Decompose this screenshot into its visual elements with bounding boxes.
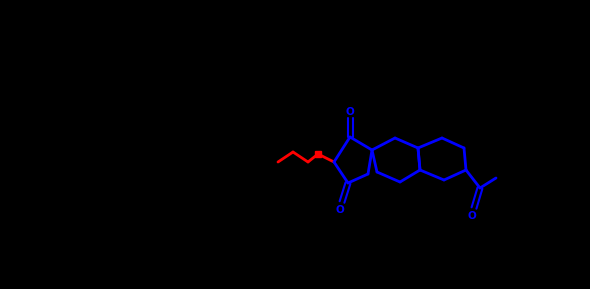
- Text: O: O: [468, 211, 476, 221]
- Text: O: O: [336, 205, 345, 215]
- Text: O: O: [346, 107, 355, 117]
